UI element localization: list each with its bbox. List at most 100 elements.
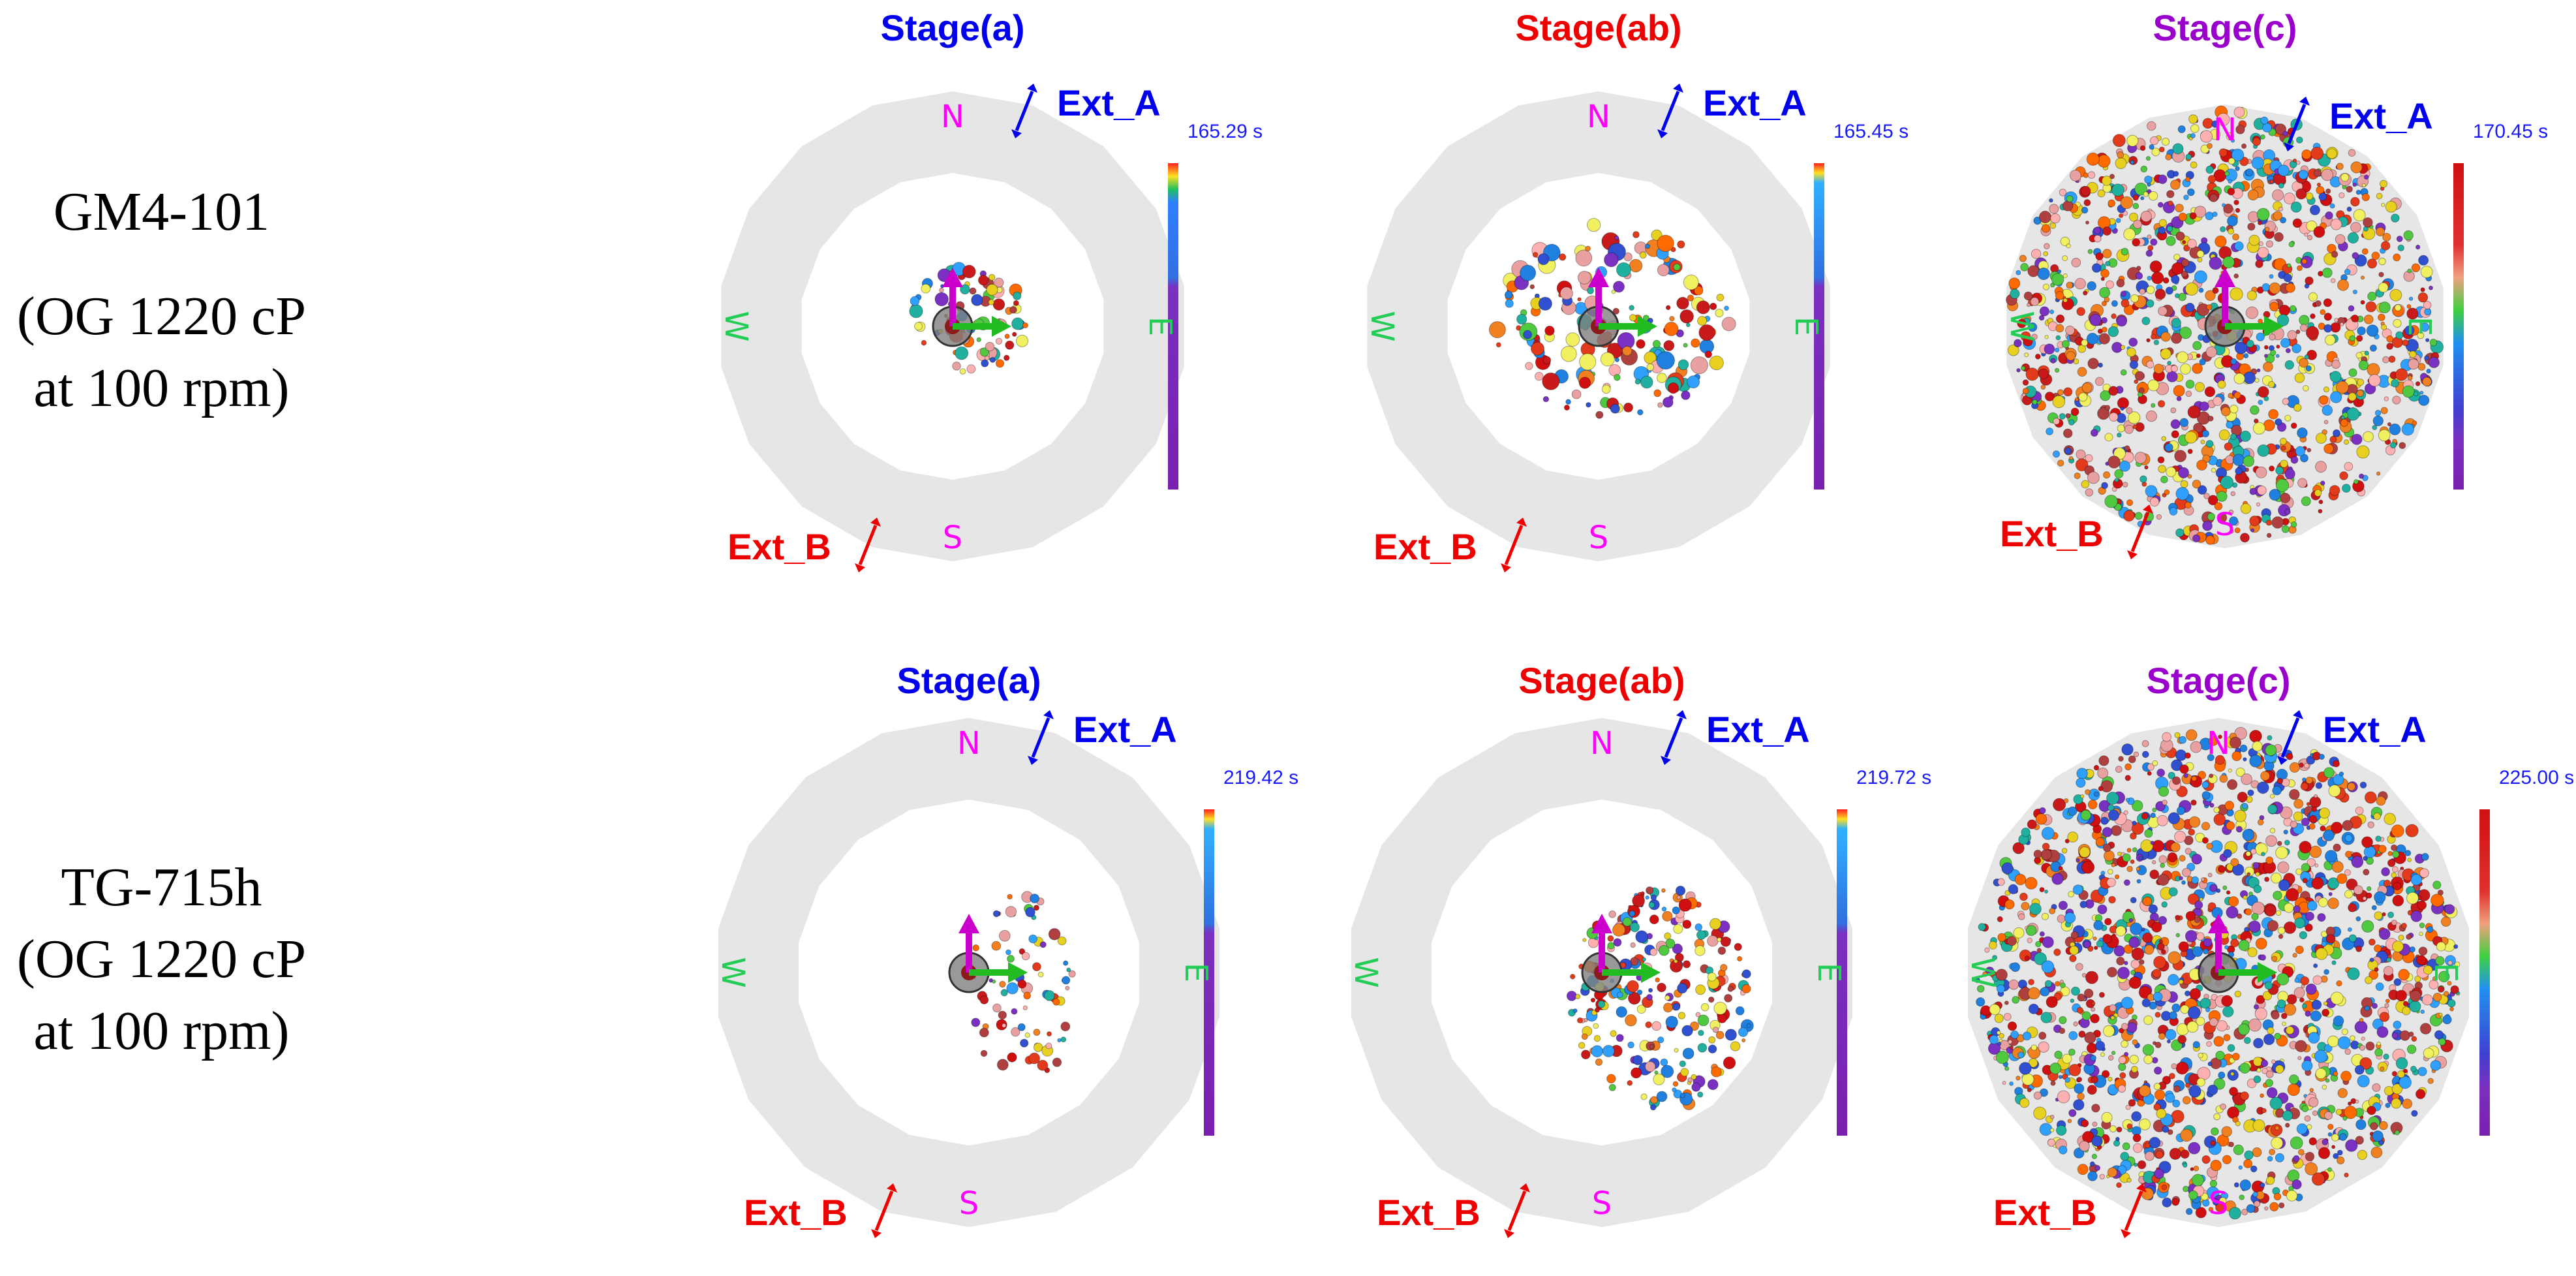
particle	[2275, 123, 2287, 135]
particle	[2140, 165, 2148, 173]
particle	[2099, 287, 2111, 298]
particle	[2245, 168, 2254, 177]
particle	[2252, 1119, 2265, 1132]
particle	[2121, 247, 2129, 256]
particle	[2171, 332, 2182, 344]
particle	[2314, 1050, 2328, 1063]
particle	[2273, 211, 2283, 221]
stage-title: Stage(a)	[880, 7, 1025, 48]
axis-x-arrowhead	[1008, 962, 1028, 983]
particle	[2240, 1091, 2249, 1100]
particle	[2449, 1006, 2454, 1012]
particle	[2130, 294, 2139, 303]
particle	[2087, 800, 2098, 810]
particle	[2243, 353, 2249, 359]
particle	[2405, 824, 2419, 837]
particle	[2327, 1132, 2333, 1137]
ext-a-arrowhead	[1673, 84, 1683, 93]
particle	[2272, 785, 2282, 796]
particle	[2190, 1167, 2194, 1172]
particle	[2391, 1098, 2402, 1109]
particle	[1060, 1036, 1067, 1042]
particle	[1639, 251, 1647, 259]
particle	[2152, 969, 2162, 978]
particle	[2403, 230, 2414, 241]
particle	[1616, 262, 1631, 277]
particle	[1648, 901, 1655, 909]
particle	[1974, 977, 1980, 984]
particle	[2260, 771, 2271, 781]
particle	[2265, 744, 2277, 756]
particle	[1711, 1066, 1722, 1078]
ext-b-arrow	[874, 1190, 894, 1231]
particle	[2019, 1062, 2032, 1075]
particle	[2118, 1063, 2126, 1071]
panel-row2-stage-ab: N S E W Stage(ab) Ext_A Ext_B 219.72 s	[1318, 649, 1970, 1276]
particle	[1623, 402, 1633, 412]
particle	[2182, 1096, 2191, 1105]
particle	[2150, 238, 2158, 246]
particle	[2197, 257, 2203, 263]
particle	[1737, 956, 1743, 962]
particle	[2286, 263, 2292, 268]
particle	[2211, 1127, 2219, 1136]
particle	[2393, 978, 2402, 986]
particle	[2250, 1165, 2258, 1173]
particle	[2294, 978, 2300, 983]
particle	[2153, 1103, 2161, 1111]
particle	[2307, 448, 2312, 452]
particle	[2432, 993, 2442, 1002]
particle	[2359, 1057, 2372, 1070]
particle	[2359, 473, 2365, 479]
particle	[2320, 309, 2326, 315]
particle	[2141, 998, 2151, 1008]
particle	[1996, 1030, 2001, 1035]
particle	[2324, 1111, 2333, 1120]
time-label: 165.45 s	[1833, 121, 1909, 142]
particle	[2198, 771, 2207, 780]
particle	[2394, 304, 2402, 311]
particle	[2093, 920, 2104, 931]
particle	[1610, 1030, 1617, 1037]
particle	[2254, 843, 2268, 856]
particle	[2142, 932, 2153, 943]
particle	[1653, 1073, 1665, 1085]
particle	[2350, 1035, 2355, 1041]
particle	[2220, 1103, 2227, 1110]
particle	[992, 298, 1005, 311]
particle	[2166, 190, 2175, 198]
particle	[1613, 281, 1625, 293]
particle	[2254, 1007, 2267, 1020]
particle	[1033, 905, 1040, 911]
particle	[1614, 235, 1619, 240]
compass-north: N	[1590, 725, 1614, 762]
particle	[2419, 868, 2429, 879]
particle	[1640, 891, 1645, 896]
particle	[2338, 1133, 2347, 1141]
particle	[2378, 282, 2389, 293]
particle	[2279, 217, 2287, 224]
particle	[2426, 368, 2431, 374]
particle	[2297, 1149, 2305, 1156]
particle	[2197, 485, 2207, 495]
ext-b-arrow	[1507, 1190, 1527, 1231]
particle	[2123, 510, 2135, 522]
particle	[2346, 206, 2352, 212]
particle	[2365, 976, 2373, 984]
particle	[1637, 409, 1644, 416]
particle	[2422, 377, 2432, 387]
particle	[2044, 890, 2048, 894]
particle	[2415, 1089, 2426, 1099]
particle	[2128, 976, 2141, 989]
particle	[2280, 1012, 2288, 1019]
particle	[2218, 148, 2228, 157]
particle	[1537, 253, 1550, 266]
particle	[1004, 354, 1010, 361]
particle	[2041, 224, 2051, 233]
particle	[2120, 196, 2134, 210]
particle	[2264, 877, 2270, 882]
particle	[2361, 183, 2367, 187]
particle	[2234, 726, 2247, 740]
particle	[2014, 873, 2027, 886]
